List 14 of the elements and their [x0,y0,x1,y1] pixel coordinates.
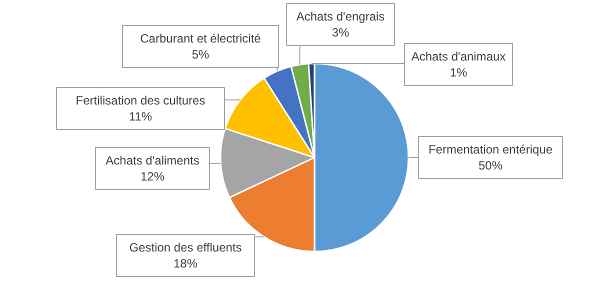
slice-label: Fermentation entérique [428,142,553,156]
data-label: 3% [332,26,350,40]
data-label: 12% [140,170,165,184]
slice-label: Fertilisation des cultures [76,94,206,108]
data-label: 50% [478,158,503,172]
data-label: 11% [128,110,152,124]
slice-label: Carburant et électricité [140,32,262,46]
data-label: 5% [192,48,210,62]
data-label: 18% [173,256,198,270]
slice-label: Gestion des effluents [129,240,242,254]
data-label: 1% [450,66,468,80]
slice-label: Achats d'animaux [411,50,506,64]
slice-label: Achats d'aliments [106,154,200,168]
slice-label: Achats d'engrais [296,10,385,24]
